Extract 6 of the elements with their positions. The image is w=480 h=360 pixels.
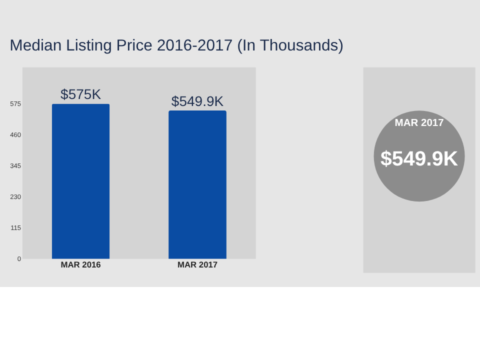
text: MAR 2017 xyxy=(394,118,444,130)
data-label: $575K xyxy=(60,86,102,102)
x-tick-label: MAR 2016 xyxy=(60,260,102,270)
data-label: $549.9K xyxy=(171,92,224,109)
chart-title: Median Listing Price 2016-2017 (In Thousands) xyxy=(10,38,344,55)
text: $549.9K xyxy=(380,147,458,170)
